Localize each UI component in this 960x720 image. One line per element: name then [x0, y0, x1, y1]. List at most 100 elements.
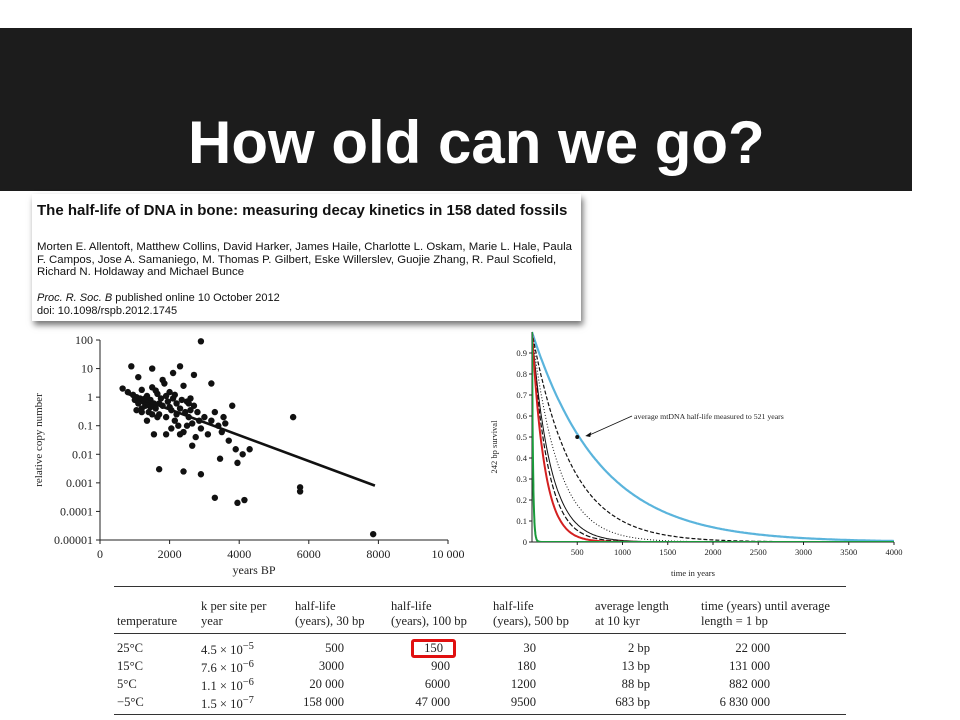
- decay-curve: [532, 331, 894, 542]
- data-point: [149, 411, 156, 418]
- data-point: [150, 431, 158, 438]
- decay-rate-table: temperature k per site per year half-life…: [114, 586, 846, 716]
- decay-curve-chart: 0 0.1 0.2 0.3 0.4 0.5 0.6 0.7 0.8 0.9 500 1000 1500 2…: [489, 331, 903, 578]
- col-header: temperature: [114, 586, 198, 634]
- data-point: [175, 422, 182, 429]
- table-row: 5°C 1.1 × 10−6 20 000 6000 1200 88 bp 88…: [117, 676, 770, 693]
- x-tick-label: 500: [571, 547, 584, 557]
- data-point: [133, 406, 140, 414]
- data-point: [138, 386, 145, 394]
- x-axis-label: time in years: [671, 568, 715, 578]
- data-point: [190, 402, 198, 409]
- data-point: [185, 400, 192, 407]
- decay-curve: [532, 331, 894, 542]
- data-point: [135, 400, 142, 407]
- data-point: [176, 405, 184, 412]
- x-tick-label: 4000: [886, 547, 903, 557]
- data-point: [168, 425, 175, 432]
- annotation-point: [575, 435, 580, 439]
- data-point: [152, 405, 159, 412]
- data-point: [189, 420, 196, 427]
- x-tick-label: 2000: [158, 547, 182, 561]
- data-point: [189, 442, 196, 449]
- data-point: [197, 471, 205, 478]
- data-point: [171, 417, 179, 424]
- data-point: [164, 398, 172, 405]
- data-point: [143, 417, 151, 424]
- y-tick-label: 0.8: [516, 369, 527, 379]
- data-point: [234, 499, 241, 507]
- col-header: half-life (years), 30 bp: [292, 586, 388, 634]
- y-tick-label: 0.001: [66, 476, 93, 490]
- data-point: [192, 433, 199, 441]
- x-tick-label: 1000: [614, 547, 631, 557]
- data-point: [296, 488, 304, 495]
- data-point: [208, 380, 215, 387]
- paper-title: The half-life of DNA in bone: measuring …: [37, 202, 568, 219]
- data-point: [289, 413, 297, 421]
- y-tick-label: 1: [87, 390, 93, 404]
- annotation-arrow-line: [587, 415, 633, 437]
- x-tick-label: 3000: [795, 547, 812, 557]
- y-tick-label: 0.3: [516, 474, 527, 484]
- decay-curve: [532, 331, 894, 542]
- highlighted-half-life: 150: [411, 639, 456, 658]
- x-tick-label: 6000: [297, 547, 321, 561]
- data-point: [152, 387, 159, 394]
- data-point: [232, 446, 239, 453]
- table-row: 15°C 7.6 × 10−6 3000 900 180 13 bp 131 0…: [117, 659, 770, 676]
- data-point: [149, 365, 156, 372]
- data-point: [369, 530, 377, 538]
- paper-journal: Proc. R. Soc. B published online 10 Octo…: [37, 292, 280, 304]
- data-point: [222, 420, 229, 427]
- data-point: [229, 402, 236, 409]
- x-axis-label: years BP: [233, 563, 276, 577]
- paper-authors: Morten E. Allentoft, Matthew Collins, Da…: [37, 241, 572, 279]
- data-point: [201, 413, 208, 421]
- col-header: average length at 10 kyr: [592, 586, 698, 634]
- data-point: [216, 455, 224, 462]
- x-tick-label: 0: [97, 547, 103, 561]
- data-point: [246, 446, 253, 453]
- x-tick-label: 10 000: [432, 547, 465, 561]
- table-row: 25°C 4.5 × 10−5 500 150 30 2 bp 22 000: [117, 639, 770, 658]
- data-point: [180, 468, 187, 475]
- data-point: [225, 437, 232, 444]
- data-point: [162, 413, 170, 421]
- data-point: [162, 392, 170, 400]
- y-tick-label: 0.4: [516, 453, 527, 463]
- data-point: [241, 496, 248, 504]
- data-point: [190, 371, 198, 379]
- data-point: [128, 363, 135, 370]
- data-point: [183, 422, 191, 429]
- data-point: [147, 403, 154, 411]
- data-point: [161, 380, 168, 387]
- data-point: [204, 431, 212, 438]
- y-tick-label: 0.0001: [60, 504, 93, 518]
- x-tick-label: 3500: [840, 547, 857, 557]
- y-tick-label: 0: [523, 537, 527, 547]
- data-point: [194, 408, 201, 416]
- y-tick-label: 0.00001: [54, 533, 93, 547]
- decay-curve: [532, 331, 894, 542]
- col-header: k per site per year: [198, 586, 292, 634]
- data-point: [176, 363, 184, 370]
- data-point: [162, 431, 170, 438]
- col-header: time (years) until average length = 1 bp: [698, 586, 846, 634]
- table-row: −5°C 1.5 × 10−7 158 000 47 000 9500 683 …: [114, 693, 846, 716]
- decay-curve: [532, 331, 894, 542]
- data-point: [176, 431, 184, 438]
- y-axis-label: relative copy number: [33, 393, 45, 487]
- publish-date: published online 10 October 2012: [112, 292, 280, 304]
- data-point: [169, 369, 177, 377]
- x-tick-label: 2500: [750, 547, 767, 557]
- data-point: [211, 494, 219, 501]
- data-point: [239, 451, 246, 458]
- x-tick-label: 8000: [366, 547, 390, 561]
- data-point: [171, 391, 179, 399]
- y-tick-label: 10: [81, 362, 93, 376]
- y-tick-label: 0.7: [516, 390, 527, 400]
- scatter-chart: 0.00001 0.0001 0.001 0.01 0.1 1 10 100 0 2000 4000…: [33, 333, 465, 577]
- data-point: [119, 385, 126, 392]
- journal-name: Proc. R. Soc. B: [37, 292, 113, 304]
